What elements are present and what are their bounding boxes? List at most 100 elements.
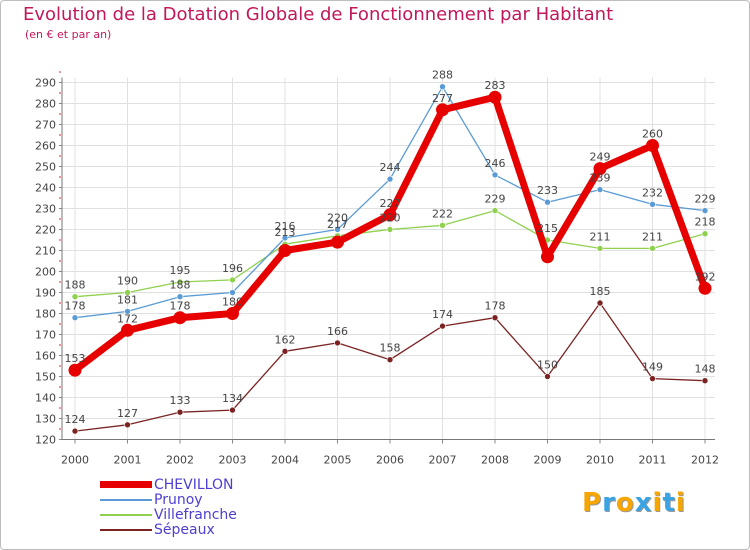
y-tick-label: 270 bbox=[35, 119, 56, 132]
point-villefranche bbox=[176, 278, 184, 286]
data-label-sepeaux: 124 bbox=[65, 413, 86, 426]
chart-title: Evolution de la Dotation Globale de Fonc… bbox=[23, 4, 614, 25]
legend-label-villefranche: Villefranche bbox=[154, 507, 237, 523]
point-chevillon bbox=[488, 90, 502, 104]
data-label-sepeaux: 158 bbox=[380, 342, 401, 355]
x-tick-label: 2008 bbox=[481, 454, 509, 467]
data-label-chevillon: 153 bbox=[65, 352, 86, 365]
data-label-villefranche: 229 bbox=[485, 193, 506, 206]
data-label-prunoy: 178 bbox=[65, 300, 86, 313]
point-chevillon bbox=[121, 323, 134, 337]
data-label-prunoy: 229 bbox=[695, 193, 716, 206]
y-tick-label: 290 bbox=[35, 77, 56, 90]
point-sepeaux bbox=[701, 377, 709, 385]
y-tick-label: 210 bbox=[35, 245, 56, 258]
data-label-villefranche: 222 bbox=[432, 207, 453, 220]
logo-letter: i bbox=[675, 488, 686, 518]
point-sepeaux bbox=[386, 356, 394, 364]
data-label-prunoy: 232 bbox=[642, 186, 663, 199]
point-chevillon bbox=[331, 235, 344, 249]
data-label-villefranche: 211 bbox=[590, 230, 611, 243]
data-label-prunoy: 181 bbox=[117, 293, 138, 306]
data-label-chevillon: 178 bbox=[170, 300, 191, 313]
x-tick-label: 2001 bbox=[114, 454, 142, 467]
data-label-chevillon: 172 bbox=[117, 312, 138, 325]
data-label-chevillon: 260 bbox=[642, 128, 663, 141]
point-sepeaux bbox=[439, 322, 446, 330]
point-prunoy bbox=[649, 201, 656, 208]
point-prunoy bbox=[229, 289, 236, 296]
point-prunoy bbox=[124, 308, 131, 315]
point-sepeaux bbox=[124, 421, 131, 429]
y-tick-label: 250 bbox=[35, 161, 56, 174]
data-label-chevillon: 277 bbox=[432, 92, 453, 105]
point-sepeaux bbox=[334, 339, 341, 347]
point-villefranche bbox=[124, 289, 131, 296]
series-lines bbox=[68, 83, 712, 435]
point-chevillon bbox=[646, 139, 659, 152]
point-villefranche bbox=[649, 245, 656, 252]
point-prunoy bbox=[544, 198, 551, 206]
data-label-prunoy: 188 bbox=[170, 279, 191, 292]
data-label-villefranche: 220 bbox=[380, 212, 401, 225]
point-sepeaux bbox=[281, 347, 289, 355]
axes bbox=[59, 71, 715, 444]
logo-letter: t bbox=[662, 488, 676, 518]
x-tick-label: 2007 bbox=[429, 454, 457, 467]
y-tick-label: 170 bbox=[35, 329, 56, 342]
point-prunoy bbox=[71, 314, 79, 322]
point-prunoy bbox=[176, 293, 184, 301]
point-sepeaux bbox=[229, 406, 236, 414]
data-label-prunoy: 244 bbox=[380, 161, 401, 174]
data-label-villefranche: 213 bbox=[275, 226, 296, 239]
legend-swatch-sepeaux bbox=[100, 529, 152, 531]
logo-letter: x bbox=[634, 488, 653, 518]
y-tick-label: 140 bbox=[35, 392, 56, 405]
legend-label-sepeaux: Sépeaux bbox=[154, 522, 215, 538]
data-label-villefranche: 217 bbox=[327, 218, 348, 231]
y-tick-label: 240 bbox=[35, 182, 56, 195]
x-tick-label: 2012 bbox=[691, 454, 719, 467]
point-prunoy bbox=[386, 175, 394, 183]
data-label-sepeaux: 178 bbox=[485, 300, 506, 313]
y-tick-label: 120 bbox=[35, 434, 56, 447]
point-prunoy bbox=[491, 171, 499, 179]
x-tick-label: 2002 bbox=[166, 454, 194, 467]
data-label-chevillon: 283 bbox=[485, 79, 506, 92]
data-label-villefranche: 215 bbox=[537, 222, 558, 235]
point-villefranche bbox=[491, 207, 499, 214]
point-villefranche bbox=[701, 230, 709, 237]
point-villefranche bbox=[386, 226, 394, 233]
y-tick-labels: 120 130 140 150 160 170 180 190 200 210 220 230 240 2… bbox=[35, 77, 56, 447]
point-prunoy bbox=[334, 226, 341, 233]
legend-swatch-prunoy bbox=[100, 499, 152, 501]
point-chevillon bbox=[383, 208, 397, 222]
y-tick-label: 150 bbox=[35, 371, 56, 384]
data-label-sepeaux: 166 bbox=[327, 325, 348, 338]
y-tick-label: 190 bbox=[35, 287, 56, 300]
proxiti-logo: Proxiti bbox=[582, 488, 686, 518]
data-label-sepeaux: 162 bbox=[275, 333, 296, 346]
point-sepeaux bbox=[71, 427, 79, 435]
gridlines bbox=[62, 77, 715, 440]
data-label-chevillon: 192 bbox=[695, 270, 716, 283]
data-label-villefranche: 196 bbox=[222, 262, 243, 275]
data-label-chevillon: 227 bbox=[380, 197, 401, 210]
point-villefranche bbox=[71, 293, 79, 301]
point-chevillon bbox=[698, 281, 712, 295]
legend-label-prunoy: Prunoy bbox=[154, 492, 203, 508]
point-chevillon bbox=[541, 250, 554, 264]
y-tick-label: 130 bbox=[35, 413, 56, 426]
data-label-chevillon: 180 bbox=[222, 296, 243, 309]
data-label-sepeaux: 133 bbox=[170, 394, 191, 407]
point-sepeaux bbox=[544, 373, 551, 380]
x-tick-label: 2000 bbox=[61, 454, 89, 467]
point-chevillon bbox=[436, 103, 449, 117]
data-label-prunoy: 216 bbox=[275, 220, 296, 233]
data-label-sepeaux: 134 bbox=[222, 392, 243, 405]
legend-label-chevillon: CHEVILLON bbox=[154, 477, 234, 493]
point-villefranche bbox=[439, 222, 446, 229]
data-label-villefranche: 190 bbox=[117, 275, 138, 288]
data-label-sepeaux: 127 bbox=[117, 407, 138, 420]
